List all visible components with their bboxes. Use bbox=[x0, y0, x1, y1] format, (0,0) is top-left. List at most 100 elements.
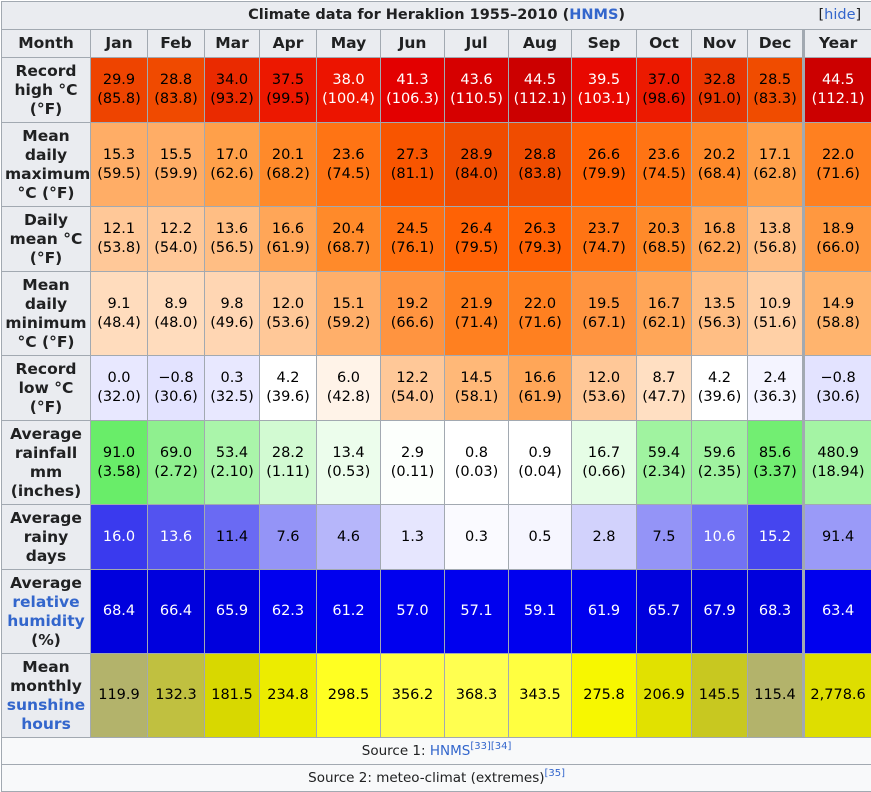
table-cell: 343.5 bbox=[509, 654, 572, 738]
table-cell: 63.4 bbox=[804, 570, 871, 654]
table-cell: 15.5(59.9) bbox=[148, 123, 205, 207]
table-cell: 132.3 bbox=[148, 654, 205, 738]
row-header: Record high °C (°F) bbox=[2, 58, 91, 123]
table-cell: 37.0(98.6) bbox=[637, 58, 692, 123]
cell-value: 9.8 bbox=[205, 295, 259, 314]
cell-secondary-value: (68.2) bbox=[260, 165, 316, 184]
row-header-link[interactable]: sunshine hours bbox=[7, 696, 85, 733]
cell-value: 85.6 bbox=[748, 444, 802, 463]
cell-value: 2.4 bbox=[748, 369, 802, 388]
cell-value: 10.6 bbox=[692, 528, 747, 547]
cell-secondary-value: (1.11) bbox=[260, 463, 316, 482]
cell-secondary-value: (106.3) bbox=[381, 90, 444, 109]
cell-value: 20.2 bbox=[692, 146, 747, 165]
cell-value: 8.7 bbox=[637, 369, 691, 388]
cell-secondary-value: (0.53) bbox=[317, 463, 380, 482]
cell-value: 16.6 bbox=[260, 220, 316, 239]
table-cell: 4.2(39.6) bbox=[260, 356, 317, 421]
cell-secondary-value: (62.6) bbox=[205, 165, 259, 184]
source-1-hnms-link[interactable]: HNMS bbox=[430, 743, 470, 759]
cell-value: 67.9 bbox=[692, 602, 747, 621]
cell-value: 13.6 bbox=[148, 528, 204, 547]
cell-secondary-value: (3.58) bbox=[91, 463, 147, 482]
cell-secondary-value: (59.9) bbox=[148, 165, 204, 184]
cell-value: 12.2 bbox=[148, 220, 204, 239]
table-cell: 65.7 bbox=[637, 570, 692, 654]
table-cell: 22.0(71.6) bbox=[509, 272, 572, 356]
table-cell: 91.0(3.58) bbox=[91, 421, 148, 505]
cell-value: 0.9 bbox=[509, 444, 571, 463]
cell-value: 0.8 bbox=[445, 444, 508, 463]
cell-secondary-value: (30.6) bbox=[805, 388, 871, 407]
table-cell: 17.0(62.6) bbox=[205, 123, 260, 207]
cell-secondary-value: (59.5) bbox=[91, 165, 147, 184]
table-cell: 298.5 bbox=[317, 654, 381, 738]
table-cell: 0.3(32.5) bbox=[205, 356, 260, 421]
cell-secondary-value: (59.2) bbox=[317, 314, 380, 333]
cell-secondary-value: (81.1) bbox=[381, 165, 444, 184]
cell-secondary-value: (47.7) bbox=[637, 388, 691, 407]
table-cell: 59.6(2.35) bbox=[692, 421, 748, 505]
table-cell: 2.4(36.3) bbox=[748, 356, 804, 421]
cell-secondary-value: (112.1) bbox=[509, 90, 571, 109]
cell-secondary-value: (74.5) bbox=[637, 165, 691, 184]
table-cell: 27.3(81.1) bbox=[381, 123, 445, 207]
cell-value: 23.6 bbox=[637, 146, 691, 165]
cell-secondary-value: (3.37) bbox=[748, 463, 802, 482]
cell-value: 28.2 bbox=[260, 444, 316, 463]
table-cell: 26.4(79.5) bbox=[445, 207, 509, 272]
cell-secondary-value: (112.1) bbox=[805, 90, 871, 109]
cell-value: 15.5 bbox=[148, 146, 204, 165]
table-cell: 145.5 bbox=[692, 654, 748, 738]
row-header: Average relative humidity (%) bbox=[2, 570, 91, 654]
table-cell: 28.8(83.8) bbox=[148, 58, 205, 123]
caption-suffix: ) bbox=[618, 7, 625, 23]
table-cell: 66.4 bbox=[148, 570, 205, 654]
table-cell: 11.4 bbox=[205, 505, 260, 570]
cell-secondary-value: (62.1) bbox=[637, 314, 691, 333]
row-header-text: Mean monthly bbox=[10, 658, 82, 695]
cell-secondary-value: (51.6) bbox=[748, 314, 802, 333]
table-cell: 38.0(100.4) bbox=[317, 58, 381, 123]
cell-secondary-value: (54.0) bbox=[148, 239, 204, 258]
row-header-text: Daily mean °C (°F) bbox=[10, 211, 83, 267]
table-cell: 115.4 bbox=[748, 654, 804, 738]
cell-secondary-value: (2.35) bbox=[692, 463, 747, 482]
cell-secondary-value: (67.1) bbox=[572, 314, 636, 333]
cell-value: 16.6 bbox=[509, 369, 571, 388]
cell-secondary-value: (54.0) bbox=[381, 388, 444, 407]
table-cell: 0.3 bbox=[445, 505, 509, 570]
table-cell: −0.8(30.6) bbox=[804, 356, 871, 421]
table-cell: −0.8(30.6) bbox=[148, 356, 205, 421]
table-caption: Climate data for Heraklion 1955–2010 (HN… bbox=[2, 2, 871, 30]
cell-value: 37.0 bbox=[637, 71, 691, 90]
cell-value: 17.1 bbox=[748, 146, 802, 165]
cell-value: 59.1 bbox=[509, 602, 571, 621]
cell-value: 9.1 bbox=[91, 295, 147, 314]
source-2-refs[interactable]: [35] bbox=[545, 768, 566, 779]
cell-value: 23.7 bbox=[572, 220, 636, 239]
cell-secondary-value: (0.11) bbox=[381, 463, 444, 482]
cell-value: 68.3 bbox=[748, 602, 802, 621]
caption-hnms-link[interactable]: HNMS bbox=[569, 7, 618, 23]
month-header-dec: Dec bbox=[748, 30, 804, 58]
table-cell: 68.3 bbox=[748, 570, 804, 654]
row-header: Daily mean °C (°F) bbox=[2, 207, 91, 272]
cell-secondary-value: (56.8) bbox=[748, 239, 802, 258]
cell-value: 14.9 bbox=[805, 295, 871, 314]
cell-value: 65.7 bbox=[637, 602, 691, 621]
source-1-refs[interactable]: [33][34] bbox=[470, 741, 511, 752]
cell-value: 15.2 bbox=[748, 528, 802, 547]
cell-secondary-value: (32.0) bbox=[91, 388, 147, 407]
row-header-link[interactable]: relative humidity bbox=[7, 593, 84, 630]
cell-value: 115.4 bbox=[748, 686, 802, 705]
cell-value: 26.4 bbox=[445, 220, 508, 239]
hide-link[interactable]: hide bbox=[824, 7, 855, 23]
cell-value: 20.3 bbox=[637, 220, 691, 239]
cell-value: 1.3 bbox=[381, 528, 444, 547]
month-header-feb: Feb bbox=[148, 30, 205, 58]
cell-value: 0.3 bbox=[445, 528, 508, 547]
table-cell: 480.9(18.94) bbox=[804, 421, 871, 505]
